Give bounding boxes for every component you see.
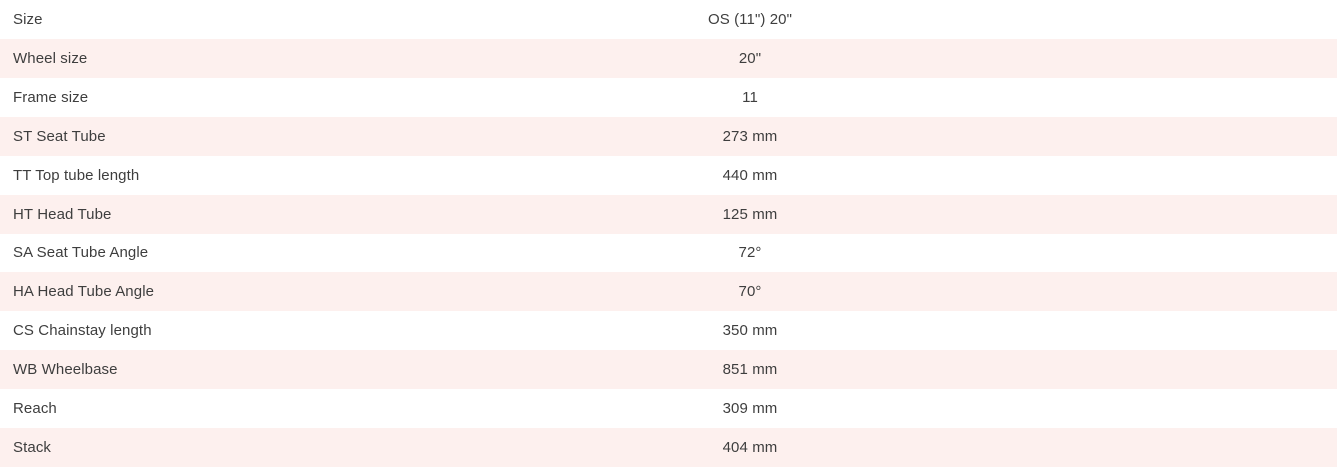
spec-label: Reach [13,400,57,418]
spec-value: 404 mm [722,439,778,457]
table-row: HA Head Tube Angle 70° [0,272,1337,312]
spec-label: HA Head Tube Angle [13,283,155,301]
spec-value: 851 mm [722,361,778,379]
table-row: Reach 309 mm [0,389,1337,429]
spec-value: 70° [738,283,762,301]
spec-label: Size [13,10,43,28]
spec-label: WB Wheelbase [13,361,118,379]
table-row: CS Chainstay length 350 mm [0,311,1337,351]
spec-label: ST Seat Tube [13,127,106,145]
table-row: SA Seat Tube Angle 72° [0,233,1337,273]
spec-label: SA Seat Tube Angle [13,244,149,262]
table-row: Frame size 11 [0,77,1337,117]
spec-value: 11 [742,88,758,106]
spec-label: CS Chainstay length [13,322,152,340]
spec-value: 440 mm [722,166,778,184]
spec-value: 20" [738,49,762,67]
spec-value: OS (11") 20" [707,10,793,28]
spec-label: HT Head Tube [13,205,112,223]
table-row: Stack 404 mm [0,428,1337,467]
spec-value: 72° [738,244,762,262]
table-row: Size OS (11") 20" [0,0,1337,39]
spec-value: 350 mm [722,322,778,340]
table-row: ST Seat Tube 273 mm [0,116,1337,156]
table-row: WB Wheelbase 851 mm [0,350,1337,390]
spec-label: Stack [13,439,52,457]
spec-value: 125 mm [722,205,778,223]
table-row: TT Top tube length 440 mm [0,155,1337,195]
table-row: Wheel size 20" [0,38,1337,78]
table-row: HT Head Tube 125 mm [0,194,1337,234]
spec-label: Frame size [13,88,89,106]
spec-value: 309 mm [722,400,778,418]
spec-label: TT Top tube length [13,166,140,184]
spec-value: 273 mm [722,127,778,145]
spec-label: Wheel size [13,49,88,67]
